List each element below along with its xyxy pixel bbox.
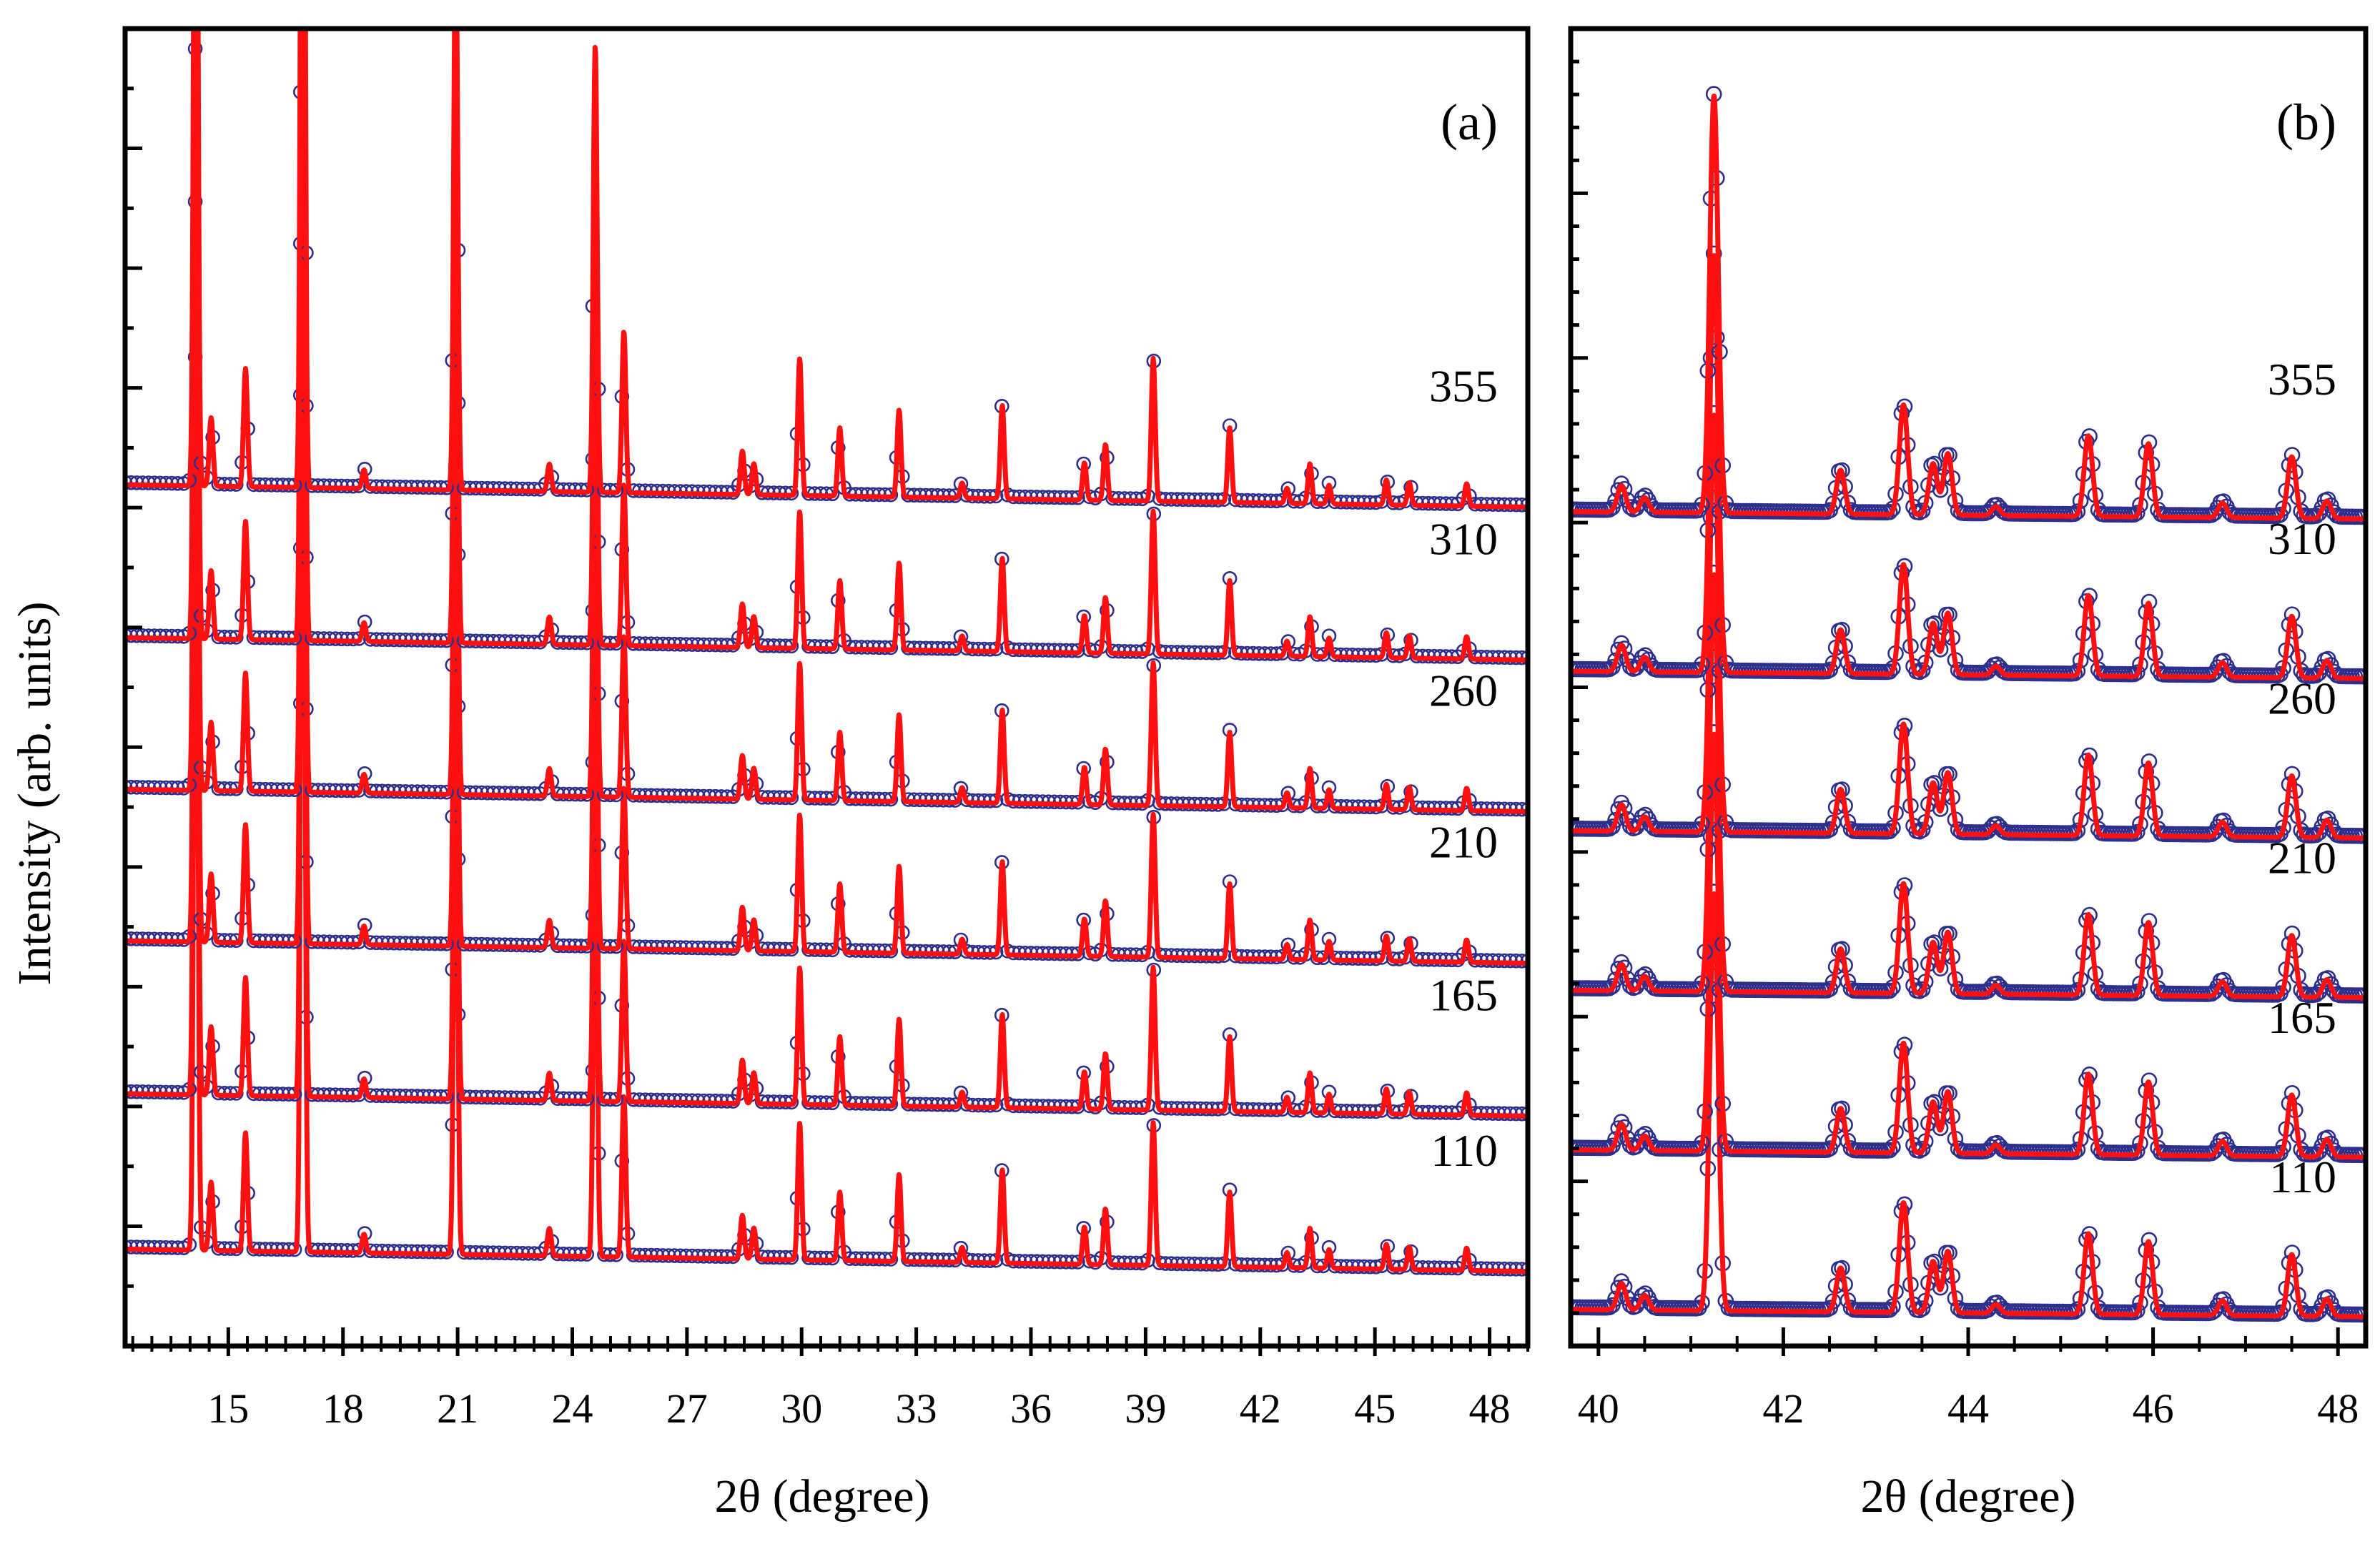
x-tick-label: 30 (781, 1385, 822, 1432)
panel-a: 15 18 21 24 27 30 33 36 39 42 45 48 110 … (122, 26, 1531, 1523)
observed-points-110 (1571, 884, 2366, 1323)
series-110 (1571, 884, 2366, 1323)
observed-points-355 (125, 242, 1528, 513)
calculated-line-355 (1571, 93, 2366, 522)
series-label-310: 310 (1429, 514, 1498, 565)
calculated-line-210 (1571, 572, 2366, 1001)
series-210 (125, 29, 1528, 969)
calculated-line-110 (1571, 891, 2366, 1320)
panel-a-series-labels: 110 165 210 260 310 355 (1429, 361, 1498, 1176)
series-label-165: 165 (1429, 970, 1498, 1021)
series-260 (125, 29, 1528, 817)
x-tick-label: 36 (1010, 1385, 1052, 1432)
series-label-355: 355 (2268, 354, 2336, 405)
calculated-line-310 (1571, 253, 2366, 681)
panel-b: 40 42 44 46 48 110 165 210 260 310 355 (… (1568, 26, 2369, 1523)
x-tick-label: 40 (1578, 1385, 1619, 1432)
x-tick-label: 48 (2317, 1385, 2359, 1432)
series-label-110: 110 (2269, 1152, 2336, 1202)
series-label-110: 110 (1431, 1125, 1498, 1176)
calculated-line-165 (1571, 731, 2366, 1160)
x-tick-label: 39 (1125, 1385, 1166, 1432)
series-210 (1571, 564, 2366, 1004)
series-label-260: 260 (1429, 665, 1498, 716)
panel-a-x-axis-title: 2θ (degree) (715, 1470, 930, 1523)
panel-b-ticks (1571, 59, 2340, 1356)
calculated-line-210 (125, 29, 1528, 966)
observed-points-310 (125, 84, 1528, 665)
panel-a-frame (122, 26, 1531, 1349)
calculated-line-260 (125, 29, 1528, 814)
series-355 (1571, 86, 2366, 525)
panel-a-ticks (125, 86, 1529, 1356)
series-label-210: 210 (1429, 817, 1498, 868)
series-label-210: 210 (2268, 833, 2336, 884)
series-label-355: 355 (1429, 361, 1498, 412)
x-tick-label: 27 (666, 1385, 708, 1432)
x-tick-label: 46 (2133, 1385, 2174, 1432)
observed-points-165 (1571, 724, 2366, 1164)
panel-b-label: (b) (2276, 94, 2336, 151)
series-label-260: 260 (2268, 673, 2336, 723)
series-165 (125, 29, 1528, 1122)
panel-a-series-group (125, 29, 1528, 1277)
panel-b-series-group (1571, 86, 2366, 1323)
x-tick-label: 42 (1240, 1385, 1281, 1432)
panel-b-series-labels: 110 165 210 260 310 355 (2268, 354, 2336, 1202)
series-label-310: 310 (2268, 513, 2336, 564)
observed-point (2129, 1302, 2146, 1319)
series-260 (1571, 405, 2366, 844)
x-tick-label: 33 (896, 1385, 937, 1432)
y-axis-title: Intensity (arb. units) (9, 601, 61, 985)
x-tick-label: 45 (1354, 1385, 1396, 1432)
calculated-line-310 (125, 29, 1528, 663)
observed-points-260 (125, 236, 1528, 817)
panel-b-tick-labels: 40 42 44 46 48 (1578, 1385, 2359, 1432)
series-110 (125, 56, 1528, 1277)
observed-point (2308, 1305, 2324, 1322)
observed-points-210 (1571, 564, 2366, 1004)
calculated-line-165 (125, 29, 1528, 1119)
observed-point (2129, 983, 2146, 1000)
x-tick-label: 21 (437, 1385, 478, 1432)
observed-point (2069, 981, 2086, 999)
observed-points-310 (1571, 245, 2366, 685)
series-355 (125, 29, 1528, 513)
calculated-line-355 (125, 29, 1528, 510)
panel-b-x-axis-title: 2θ (degree) (1861, 1470, 2076, 1523)
series-310 (125, 29, 1528, 665)
x-tick-label: 42 (1762, 1385, 1804, 1432)
observed-points-355 (1571, 86, 2366, 525)
series-165 (1571, 724, 2366, 1164)
observed-point (2129, 1143, 2146, 1159)
x-tick-label: 18 (322, 1385, 364, 1432)
panel-a-tick-labels: 15 18 21 24 27 30 33 36 39 42 45 48 (207, 1385, 1510, 1432)
series-310 (1571, 245, 2366, 685)
observed-point (2308, 1146, 2324, 1162)
calculated-line-260 (1571, 412, 2366, 841)
panel-a-label: (a) (1441, 94, 1498, 151)
x-tick-label: 15 (207, 1385, 249, 1432)
x-tick-label: 44 (1947, 1385, 1989, 1432)
observed-points-260 (1571, 405, 2366, 844)
observed-point (2069, 1301, 2086, 1317)
x-tick-label: 48 (1469, 1385, 1511, 1432)
calculated-line-110 (125, 56, 1528, 1275)
observed-point (2069, 1142, 2086, 1158)
x-tick-label: 24 (552, 1385, 593, 1432)
series-label-165: 165 (2268, 992, 2336, 1043)
